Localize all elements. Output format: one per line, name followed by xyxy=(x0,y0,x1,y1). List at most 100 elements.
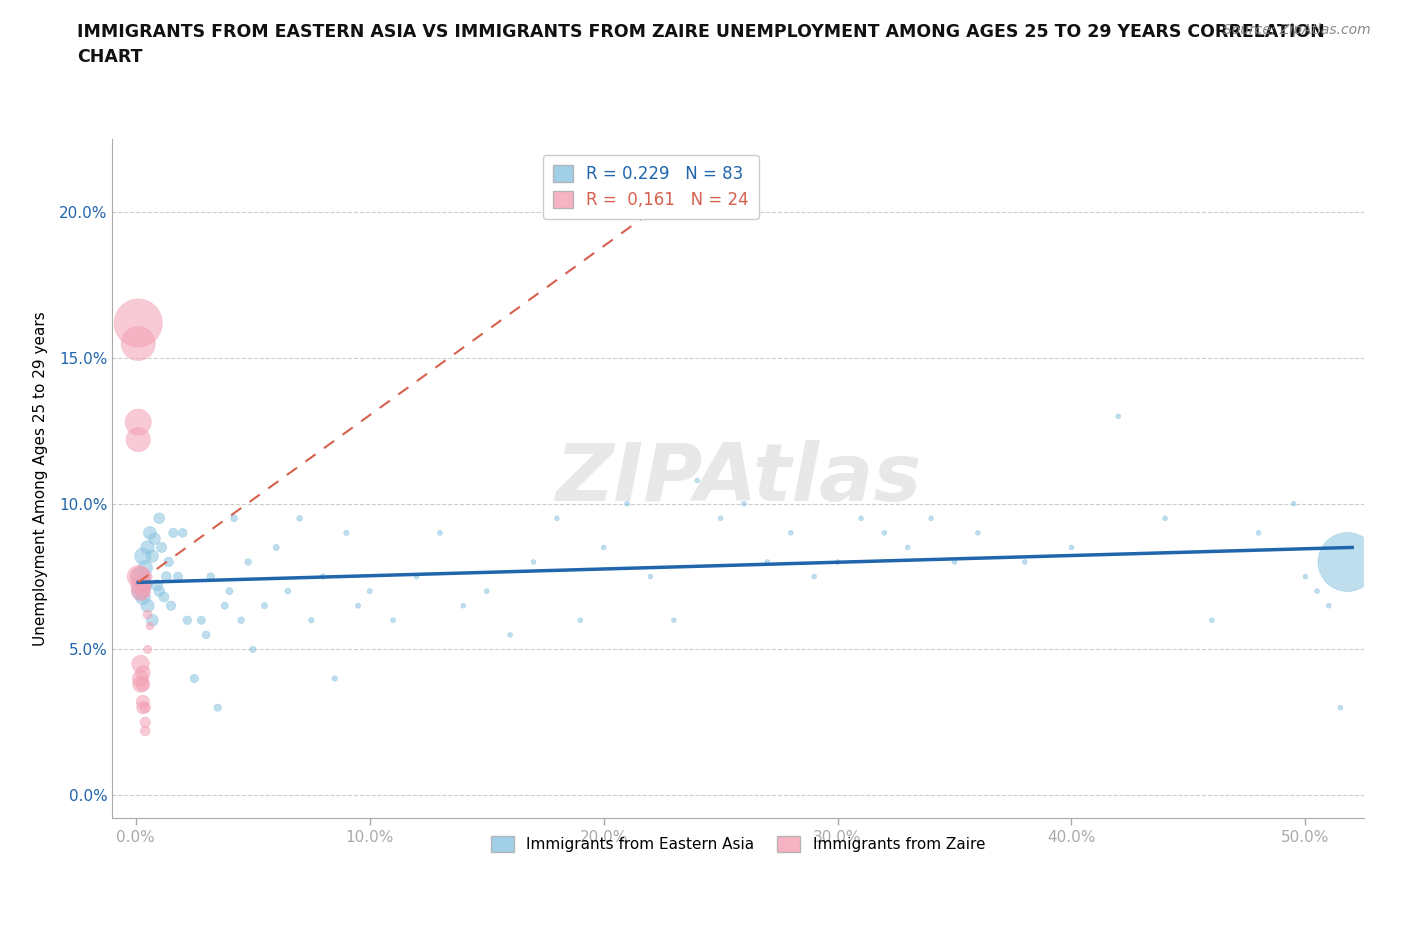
Point xyxy=(253,598,276,613)
Point xyxy=(129,569,152,584)
Point xyxy=(522,554,544,569)
Point xyxy=(134,578,156,592)
Point xyxy=(214,598,236,613)
Point xyxy=(224,511,246,525)
Point xyxy=(132,549,155,564)
Point xyxy=(779,525,801,540)
Point xyxy=(200,569,222,584)
Point xyxy=(1294,569,1316,584)
Point xyxy=(136,607,159,622)
Point xyxy=(139,525,162,540)
Point xyxy=(127,315,149,330)
Point xyxy=(1329,700,1351,715)
Point xyxy=(141,613,163,628)
Point xyxy=(640,569,662,584)
Point xyxy=(242,642,264,657)
Point xyxy=(1336,554,1358,569)
Text: ZIPAtlas: ZIPAtlas xyxy=(555,440,921,518)
Point xyxy=(132,677,155,692)
Point xyxy=(277,584,299,599)
Point xyxy=(139,618,162,633)
Point xyxy=(569,613,592,628)
Point xyxy=(132,584,155,599)
Point xyxy=(136,598,159,613)
Point xyxy=(207,700,229,715)
Point xyxy=(803,569,825,584)
Point xyxy=(323,671,346,686)
Point xyxy=(153,590,176,604)
Point xyxy=(134,715,156,730)
Point xyxy=(134,578,156,592)
Point xyxy=(195,628,218,643)
Point xyxy=(148,584,170,599)
Point xyxy=(967,525,990,540)
Text: Source: ZipAtlas.com: Source: ZipAtlas.com xyxy=(1223,23,1371,37)
Point xyxy=(150,540,173,555)
Point xyxy=(382,613,405,628)
Point xyxy=(1107,409,1129,424)
Point xyxy=(429,525,451,540)
Point xyxy=(1247,525,1270,540)
Point xyxy=(162,525,184,540)
Point xyxy=(136,569,159,584)
Point xyxy=(127,432,149,447)
Point xyxy=(1306,584,1329,599)
Legend: Immigrants from Eastern Asia, Immigrants from Zaire: Immigrants from Eastern Asia, Immigrants… xyxy=(485,830,991,858)
Point xyxy=(359,584,381,599)
Point xyxy=(176,613,198,628)
Point xyxy=(499,628,522,643)
Point xyxy=(134,561,156,576)
Point xyxy=(183,671,205,686)
Point xyxy=(1014,554,1036,569)
Point xyxy=(132,695,155,710)
Point xyxy=(347,598,370,613)
Point xyxy=(229,613,252,628)
Point xyxy=(132,590,155,604)
Point xyxy=(129,671,152,686)
Point xyxy=(827,554,849,569)
Point xyxy=(218,584,240,599)
Point xyxy=(132,665,155,680)
Point xyxy=(236,554,259,569)
Point xyxy=(312,569,335,584)
Point xyxy=(167,569,190,584)
Point xyxy=(299,613,322,628)
Point xyxy=(129,584,152,599)
Point xyxy=(160,598,183,613)
Point xyxy=(127,415,149,430)
Point xyxy=(335,525,357,540)
Y-axis label: Unemployment Among Ages 25 to 29 years: Unemployment Among Ages 25 to 29 years xyxy=(34,312,48,646)
Point xyxy=(733,497,755,512)
Point xyxy=(592,540,614,555)
Point xyxy=(129,578,152,592)
Point xyxy=(1154,511,1177,525)
Point xyxy=(475,584,498,599)
Point xyxy=(943,554,966,569)
Point xyxy=(127,336,149,351)
Point xyxy=(129,657,152,671)
Point xyxy=(920,511,942,525)
Point xyxy=(686,473,709,488)
Point xyxy=(134,724,156,738)
Point xyxy=(1060,540,1083,555)
Point xyxy=(146,578,169,592)
Point xyxy=(129,677,152,692)
Point xyxy=(1201,613,1223,628)
Point xyxy=(1317,598,1340,613)
Point xyxy=(129,584,152,599)
Point xyxy=(190,613,212,628)
Point xyxy=(134,700,156,715)
Point xyxy=(616,497,638,512)
Point xyxy=(143,531,166,546)
Point xyxy=(264,540,287,555)
Point xyxy=(155,569,177,584)
Point xyxy=(288,511,311,525)
Point xyxy=(148,511,170,525)
Point xyxy=(849,511,872,525)
Point xyxy=(546,511,568,525)
Point xyxy=(132,700,155,715)
Point xyxy=(141,549,163,564)
Text: IMMIGRANTS FROM EASTERN ASIA VS IMMIGRANTS FROM ZAIRE UNEMPLOYMENT AMONG AGES 25: IMMIGRANTS FROM EASTERN ASIA VS IMMIGRAN… xyxy=(77,23,1324,66)
Point xyxy=(1282,497,1305,512)
Point xyxy=(453,598,475,613)
